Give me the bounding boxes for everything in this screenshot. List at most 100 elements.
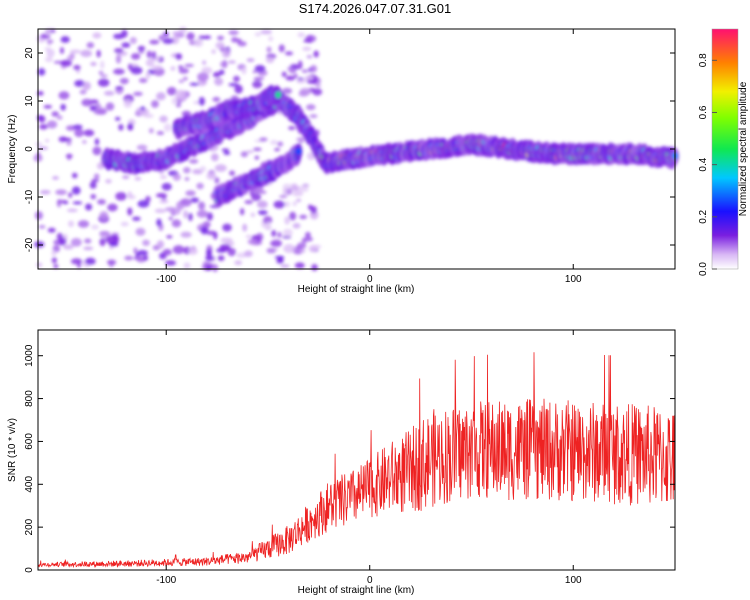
heat-noise-blob [165,260,177,266]
heat-noise-blob [35,142,43,146]
heat-noise-blob [105,102,115,111]
heat-noise-blob [171,219,182,228]
heat-noise-blob [251,193,262,202]
heat-noise-blob [39,189,51,195]
heat-noise-blob [211,49,216,54]
heat-noise-blob [205,266,212,271]
heat-noise-blob [80,49,92,58]
heat-noise-blob [53,264,59,269]
heat-noise-blob [36,262,43,268]
heat-noise-blob [268,35,274,42]
heat-noise-blob [215,41,225,50]
heat-noise-blob [303,39,312,43]
heat-noise-blob [281,87,293,95]
heat-noise-blob [68,192,73,198]
spectrogram-frame [37,28,676,270]
heat-noise-blob [244,199,254,205]
heat-noise-blob [219,69,225,75]
heat-noise-blob [256,200,268,209]
heat-noise-blob [252,70,257,74]
heat-noise-blob [172,31,184,36]
heat-noise-blob [106,259,117,266]
figure-title: S174.2026.047.07.31.G01 [299,1,452,16]
heat-noise-blob [99,238,106,247]
heat-noise-blob [100,74,108,78]
heat-noise-blob [93,109,106,115]
heat-noise-blob [92,32,102,39]
heat-noise-blob [69,49,81,54]
heat-noise-blob [200,80,207,85]
heat-noise-blob [214,77,224,86]
heat-noise-blob [43,104,53,109]
heat-noise-blob [178,65,184,69]
heat-noise-blob [250,212,256,218]
heat-noise-blob [170,66,176,71]
heat-noise-blob [89,181,97,189]
heat-noise-blob [103,90,115,96]
snr-ytick-label: 1000 [24,344,35,367]
heat-noise-blob [196,209,208,218]
heat-noise-blob [92,146,102,156]
snr-series-line [37,352,676,569]
heat-noise-blob [198,96,205,106]
heat-noise-blob [299,214,308,220]
heat-noise-blob [308,244,318,253]
heat-noise-blob [176,201,185,211]
heat-noise-blob [270,239,283,248]
heat-noise-blob [58,91,70,100]
heat-noise-blob [164,206,177,212]
heat-noise-blob [162,248,172,256]
heat-noise-blob [283,244,296,253]
heat-noise-blob [247,238,257,245]
heat-noise-blob [181,110,192,117]
heat-noise-blob [206,212,213,221]
heat-noise-blob [137,45,146,52]
heat-noise-blob [260,29,273,35]
heat-noise-blob [254,155,259,160]
heat-noise-blob [175,53,183,60]
heat-noise-blob [212,71,221,78]
heat-noise-blob [129,37,137,45]
heat-noise-blob [305,231,311,239]
heat-noise-blob [120,221,129,227]
heat-noise-blob [228,30,239,36]
heat-noise-blob [62,244,74,250]
heat-noise-blob [97,199,106,205]
heat-noise-blob [310,65,317,73]
heat-noise-blob [149,39,160,45]
heat-noise-blob [178,79,184,84]
heat-noise-blob [307,152,316,161]
heat-noise-blob [290,185,299,192]
heat-noise-blob [138,50,145,54]
heat-noise-blob [292,222,301,229]
heat-noise-blob [83,129,95,137]
colorbar-tick-label: 0.8 [698,53,709,67]
heat-noise-blob [240,151,248,158]
heat-noise-blob [259,137,268,142]
heat-noise-blob [203,35,212,40]
heat-noise-blob [156,240,165,249]
heat-noise-blob [79,89,87,95]
heat-noise-blob [90,193,97,200]
heat-noise-blob [84,257,96,265]
heat-noise-blob [212,97,221,102]
heat-noise-blob [183,262,191,269]
heat-noise-blob [229,170,236,176]
heat-noise-blob [56,115,63,120]
heat-noise-blob [217,35,225,41]
heat-noise-blob [143,113,154,118]
heat-noise-blob [51,257,57,264]
heat-noise-blob [96,49,101,58]
heat-noise-blob [234,260,243,266]
heat-noise-blob [223,151,231,156]
heat-noise-blob [283,201,291,207]
heat-noise-blob [219,243,231,251]
heat-noise-blob [285,75,296,81]
heat-noise-blob [188,158,199,164]
heat-noise-blob [51,111,59,117]
heat-noise-blob [254,32,262,37]
heat-noise-blob [266,248,276,254]
heat-noise-blob [57,199,68,204]
heat-noise-blob [183,166,191,174]
